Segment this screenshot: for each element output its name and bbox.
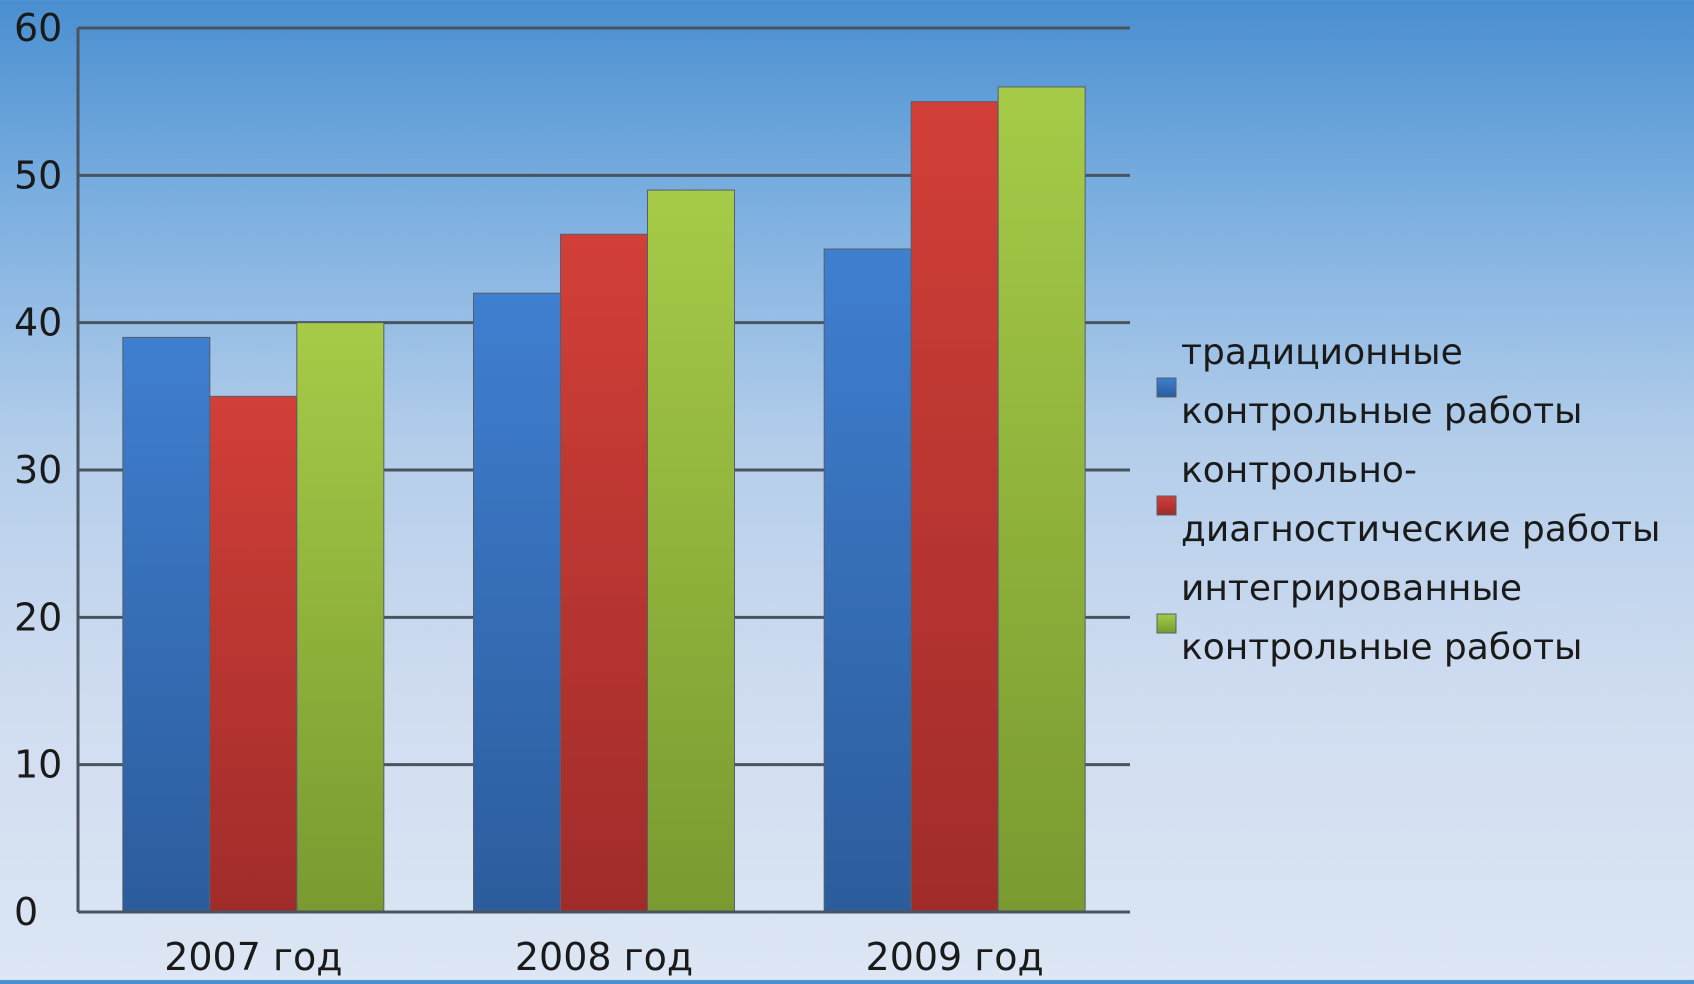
legend-label: традиционные [1181, 332, 1463, 373]
y-tick-label: 0 [14, 890, 38, 934]
legend-label: контрольные работы [1181, 627, 1582, 668]
y-tick-label: 20 [14, 595, 62, 639]
x-tick-label: 2008 год [515, 935, 693, 979]
bar-2-3 [910, 101, 999, 913]
axes: 0 10 20 30 40 50 60 2007 год 2008 год 2009 год [14, 6, 1130, 979]
legend-item-3: интегрированные контрольные работы [1156, 568, 1582, 668]
y-tick-label: 40 [14, 301, 62, 345]
y-tick-label: 60 [14, 6, 62, 50]
legend-swatch [1156, 377, 1177, 398]
bar-2-2 [560, 233, 648, 913]
legend-item-1: традиционные контрольные работы [1156, 332, 1582, 432]
bar-1-1 [122, 336, 211, 913]
legend: традиционные контрольные работы контрольно… [1156, 332, 1660, 668]
bar-3-1 [296, 322, 385, 913]
legend-label: диагностические работы [1181, 509, 1660, 550]
bar-3-3 [997, 86, 1086, 913]
bars [122, 86, 1086, 913]
y-tick-label: 10 [14, 743, 62, 787]
legend-swatch [1156, 495, 1177, 516]
bar-3-2 [647, 189, 735, 913]
y-tick-label: 50 [14, 153, 62, 197]
legend-label: контрольные работы [1181, 391, 1582, 432]
y-tick-label: 30 [14, 448, 62, 492]
legend-item-2: контрольно-диагностические работы [1156, 450, 1660, 550]
x-tick-label: 2009 год [866, 935, 1044, 979]
bar-1-3 [823, 248, 912, 913]
legend-swatch [1156, 613, 1177, 634]
x-tick-label: 2007 год [164, 935, 342, 979]
legend-label: интегрированные [1181, 568, 1522, 609]
legend-label: контрольно- [1181, 450, 1417, 491]
bar-2-1 [209, 395, 298, 913]
bar-1-2 [473, 292, 561, 913]
